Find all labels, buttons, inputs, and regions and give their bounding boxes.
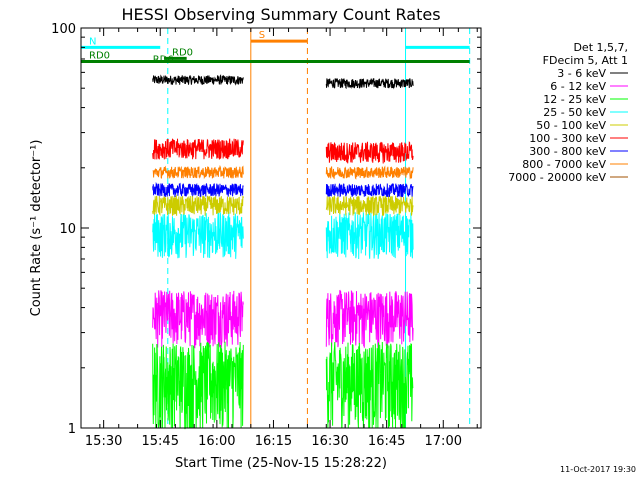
legend-label-12-25-kev: 12 - 25 keV [543, 93, 606, 106]
annotation-label-rd6-4: RD6 [153, 54, 174, 65]
annotation-label-rd0-3: RD0 [172, 47, 193, 58]
series-3-6-kev-segment-1 [325, 78, 414, 90]
series-100-300-kev [152, 138, 414, 164]
y-axis-label: Count Rate (s⁻¹ detector⁻¹) [29, 140, 44, 317]
series-300-800-kev-segment-1 [325, 183, 414, 198]
data-series [152, 74, 414, 430]
series-800-7000-kev-segment-1 [325, 165, 414, 180]
x-axis-label: Start Time (25-Nov-15 15:28:22) [175, 456, 387, 471]
series-3-6-kev-segment-0 [152, 74, 244, 86]
series-100-300-kev-segment-0 [152, 138, 244, 160]
x-tick-label: 16:30 [311, 434, 348, 449]
series-6-12-kev [152, 289, 414, 349]
legend-label-25-50-kev: 25 - 50 keV [543, 106, 606, 119]
series-25-50-kev-segment-0 [152, 212, 244, 259]
legend-label-7000-20000-kev: 7000 - 20000 keV [508, 171, 606, 184]
y-tick-label: 100 [51, 22, 76, 37]
series-100-300-kev-segment-1 [325, 141, 414, 164]
legend-header-1: FDecim 5, Att 1 [543, 54, 628, 67]
x-tick-label: 17:00 [425, 434, 462, 449]
legend-header-0: Det 1,5,7, [573, 41, 628, 54]
series-800-7000-kev [152, 164, 414, 180]
series-50-100-kev [152, 194, 414, 217]
axis-ticks: 15:30 15:45 16:00 16:15 16:30 16:45 17:00 1 10 10… [51, 22, 481, 449]
x-tick-label: 15:45 [142, 434, 179, 449]
series-300-800-kev [152, 181, 414, 198]
series-300-800-kev-segment-0 [152, 181, 244, 197]
series-50-100-kev-segment-0 [152, 194, 244, 217]
chart-title: HESSI Observing Summary Count Rates [121, 5, 440, 24]
legend-label-100-300-kev: 100 - 300 keV [529, 132, 606, 145]
series-50-100-kev-segment-1 [325, 195, 414, 216]
x-tick-label: 16:45 [368, 434, 405, 449]
annotation-label-s-1: S [259, 30, 265, 41]
legend-label-800-7000-kev: 800 - 7000 keV [522, 158, 606, 171]
series-6-12-kev-segment-1 [325, 289, 414, 349]
series-6-12-kev-segment-0 [152, 290, 244, 349]
y-tick-label: 1 [68, 422, 76, 437]
annotation-label-rd0-2: RD0 [89, 50, 110, 61]
series-25-50-kev [152, 212, 414, 260]
series-12-25-kev-segment-0 [152, 341, 244, 430]
series-800-7000-kev-segment-0 [152, 164, 244, 180]
series-3-6-kev [152, 74, 414, 90]
legend-label-50-100-kev: 50 - 100 keV [536, 119, 606, 132]
footer-timestamp: 11-Oct-2017 19:30 [560, 465, 636, 474]
x-tick-label: 16:15 [255, 434, 292, 449]
x-tick-label: 16:00 [198, 434, 235, 449]
x-tick-label: 15:30 [85, 434, 122, 449]
legend-label-300-800-kev: 300 - 800 keV [529, 145, 606, 158]
legend-label-3-6-kev: 3 - 6 keV [557, 67, 606, 80]
annotation-label-n-0: N [89, 36, 96, 47]
legend-label-6-12-kev: 6 - 12 keV [550, 80, 606, 93]
series-25-50-kev-segment-1 [325, 212, 414, 260]
y-tick-label: 10 [59, 222, 76, 237]
